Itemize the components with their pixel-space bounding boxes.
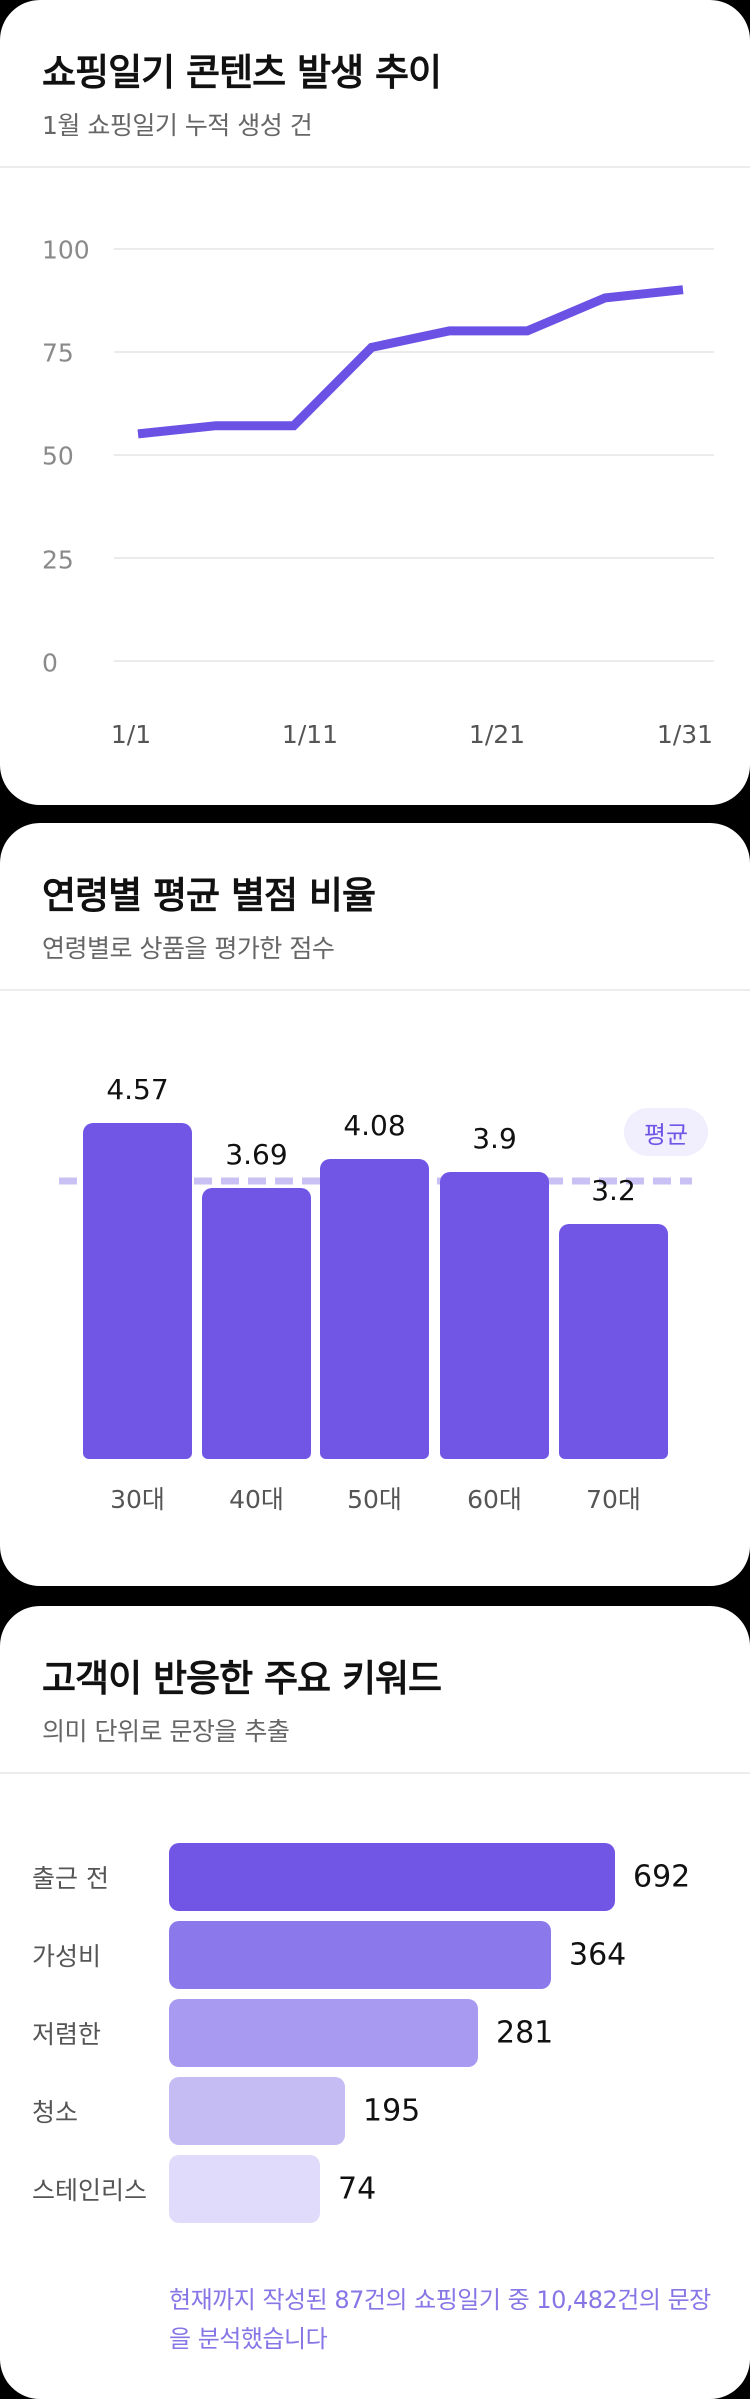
- gridline: [114, 660, 714, 662]
- x-tick: 1/1: [110, 720, 152, 749]
- bar-40대: [202, 1187, 311, 1459]
- gridline: [114, 454, 714, 456]
- keyword-count: 692: [633, 1859, 691, 1895]
- bar-50대: [320, 1159, 429, 1459]
- y-tick: 50: [42, 441, 74, 471]
- card-title: 연령별 평균 별점 비율: [42, 874, 376, 917]
- bar-value-label: 4.57: [106, 1073, 169, 1106]
- x-tick: 1/31: [656, 720, 714, 749]
- divider: [0, 166, 750, 168]
- keyword-count: 74: [338, 2171, 377, 2207]
- keyword-bar: [169, 2077, 345, 2145]
- age-rating-card: 연령별 평균 별점 비율 연령별로 상품을 평가한 점수 평균 4.57 30대 3…: [0, 823, 750, 1586]
- average-line: [59, 1177, 692, 1185]
- line-series: [137, 285, 684, 439]
- keywords-card: 고객이 반응한 주요 키워드 의미 단위로 문장을 추출 출근 전 692 가성비 3…: [0, 1606, 750, 2399]
- bar-category-label: 30대: [110, 1485, 165, 1514]
- divider: [0, 989, 750, 991]
- keyword-count: 195: [363, 2093, 421, 2129]
- keyword-bar: [169, 1999, 478, 2067]
- bar-category-label: 70대: [586, 1485, 641, 1514]
- x-tick: 1/11: [281, 720, 339, 749]
- y-tick: 0: [42, 648, 58, 678]
- keyword-bar: [169, 1843, 615, 1911]
- keyword-count: 364: [569, 1937, 627, 1973]
- y-tick: 100: [42, 235, 90, 265]
- card-subtitle: 의미 단위로 문장을 추출: [42, 1717, 290, 1746]
- bar-category-label: 40대: [229, 1485, 284, 1514]
- divider: [0, 1772, 750, 1774]
- bar-value-label: 3.69: [225, 1137, 288, 1171]
- bar-70대: [559, 1223, 668, 1459]
- keyword-label: 가성비: [32, 1942, 102, 1971]
- y-tick: 25: [42, 545, 74, 575]
- trend-card: 쇼핑일기 콘텐츠 발생 추이 1월 쇼핑일기 누적 생성 건 100 75 50…: [0, 0, 750, 805]
- keyword-count: 281: [496, 2015, 554, 2051]
- keyword-bar: [169, 1921, 551, 1989]
- gridline: [114, 248, 714, 250]
- card-title: 쇼핑일기 콘텐츠 발생 추이: [42, 51, 442, 94]
- keyword-label: 출근 전: [32, 1864, 109, 1893]
- bar-category-label: 60대: [467, 1485, 522, 1514]
- bar-60대: [440, 1172, 549, 1459]
- card-subtitle: 1월 쇼핑일기 누적 생성 건: [42, 111, 313, 140]
- keyword-bar: [169, 2155, 320, 2223]
- bar-value-label: 3.9: [472, 1122, 517, 1156]
- average-badge: 평균: [624, 1108, 708, 1156]
- analysis-note: 현재까지 작성된 87건의 쇼핑일기 중 10,482건의 문장을 분석했습니다: [169, 2286, 711, 2353]
- bar-category-label: 50대: [347, 1485, 402, 1514]
- keyword-label: 저렴한: [32, 2020, 102, 2049]
- keyword-label: 스테인리스: [32, 2176, 148, 2205]
- card-title: 고객이 반응한 주요 키워드: [42, 1657, 442, 1700]
- gridline: [114, 557, 714, 559]
- card-subtitle: 연령별로 상품을 평가한 점수: [42, 934, 335, 963]
- x-tick: 1/21: [468, 720, 526, 749]
- gridline: [114, 351, 714, 353]
- bar-value-label: 4.08: [343, 1109, 406, 1143]
- keyword-label: 청소: [32, 2098, 79, 2127]
- bar-value-label: 3.2: [591, 1173, 636, 1207]
- y-tick: 75: [42, 338, 74, 368]
- bar-30대: [83, 1123, 192, 1459]
